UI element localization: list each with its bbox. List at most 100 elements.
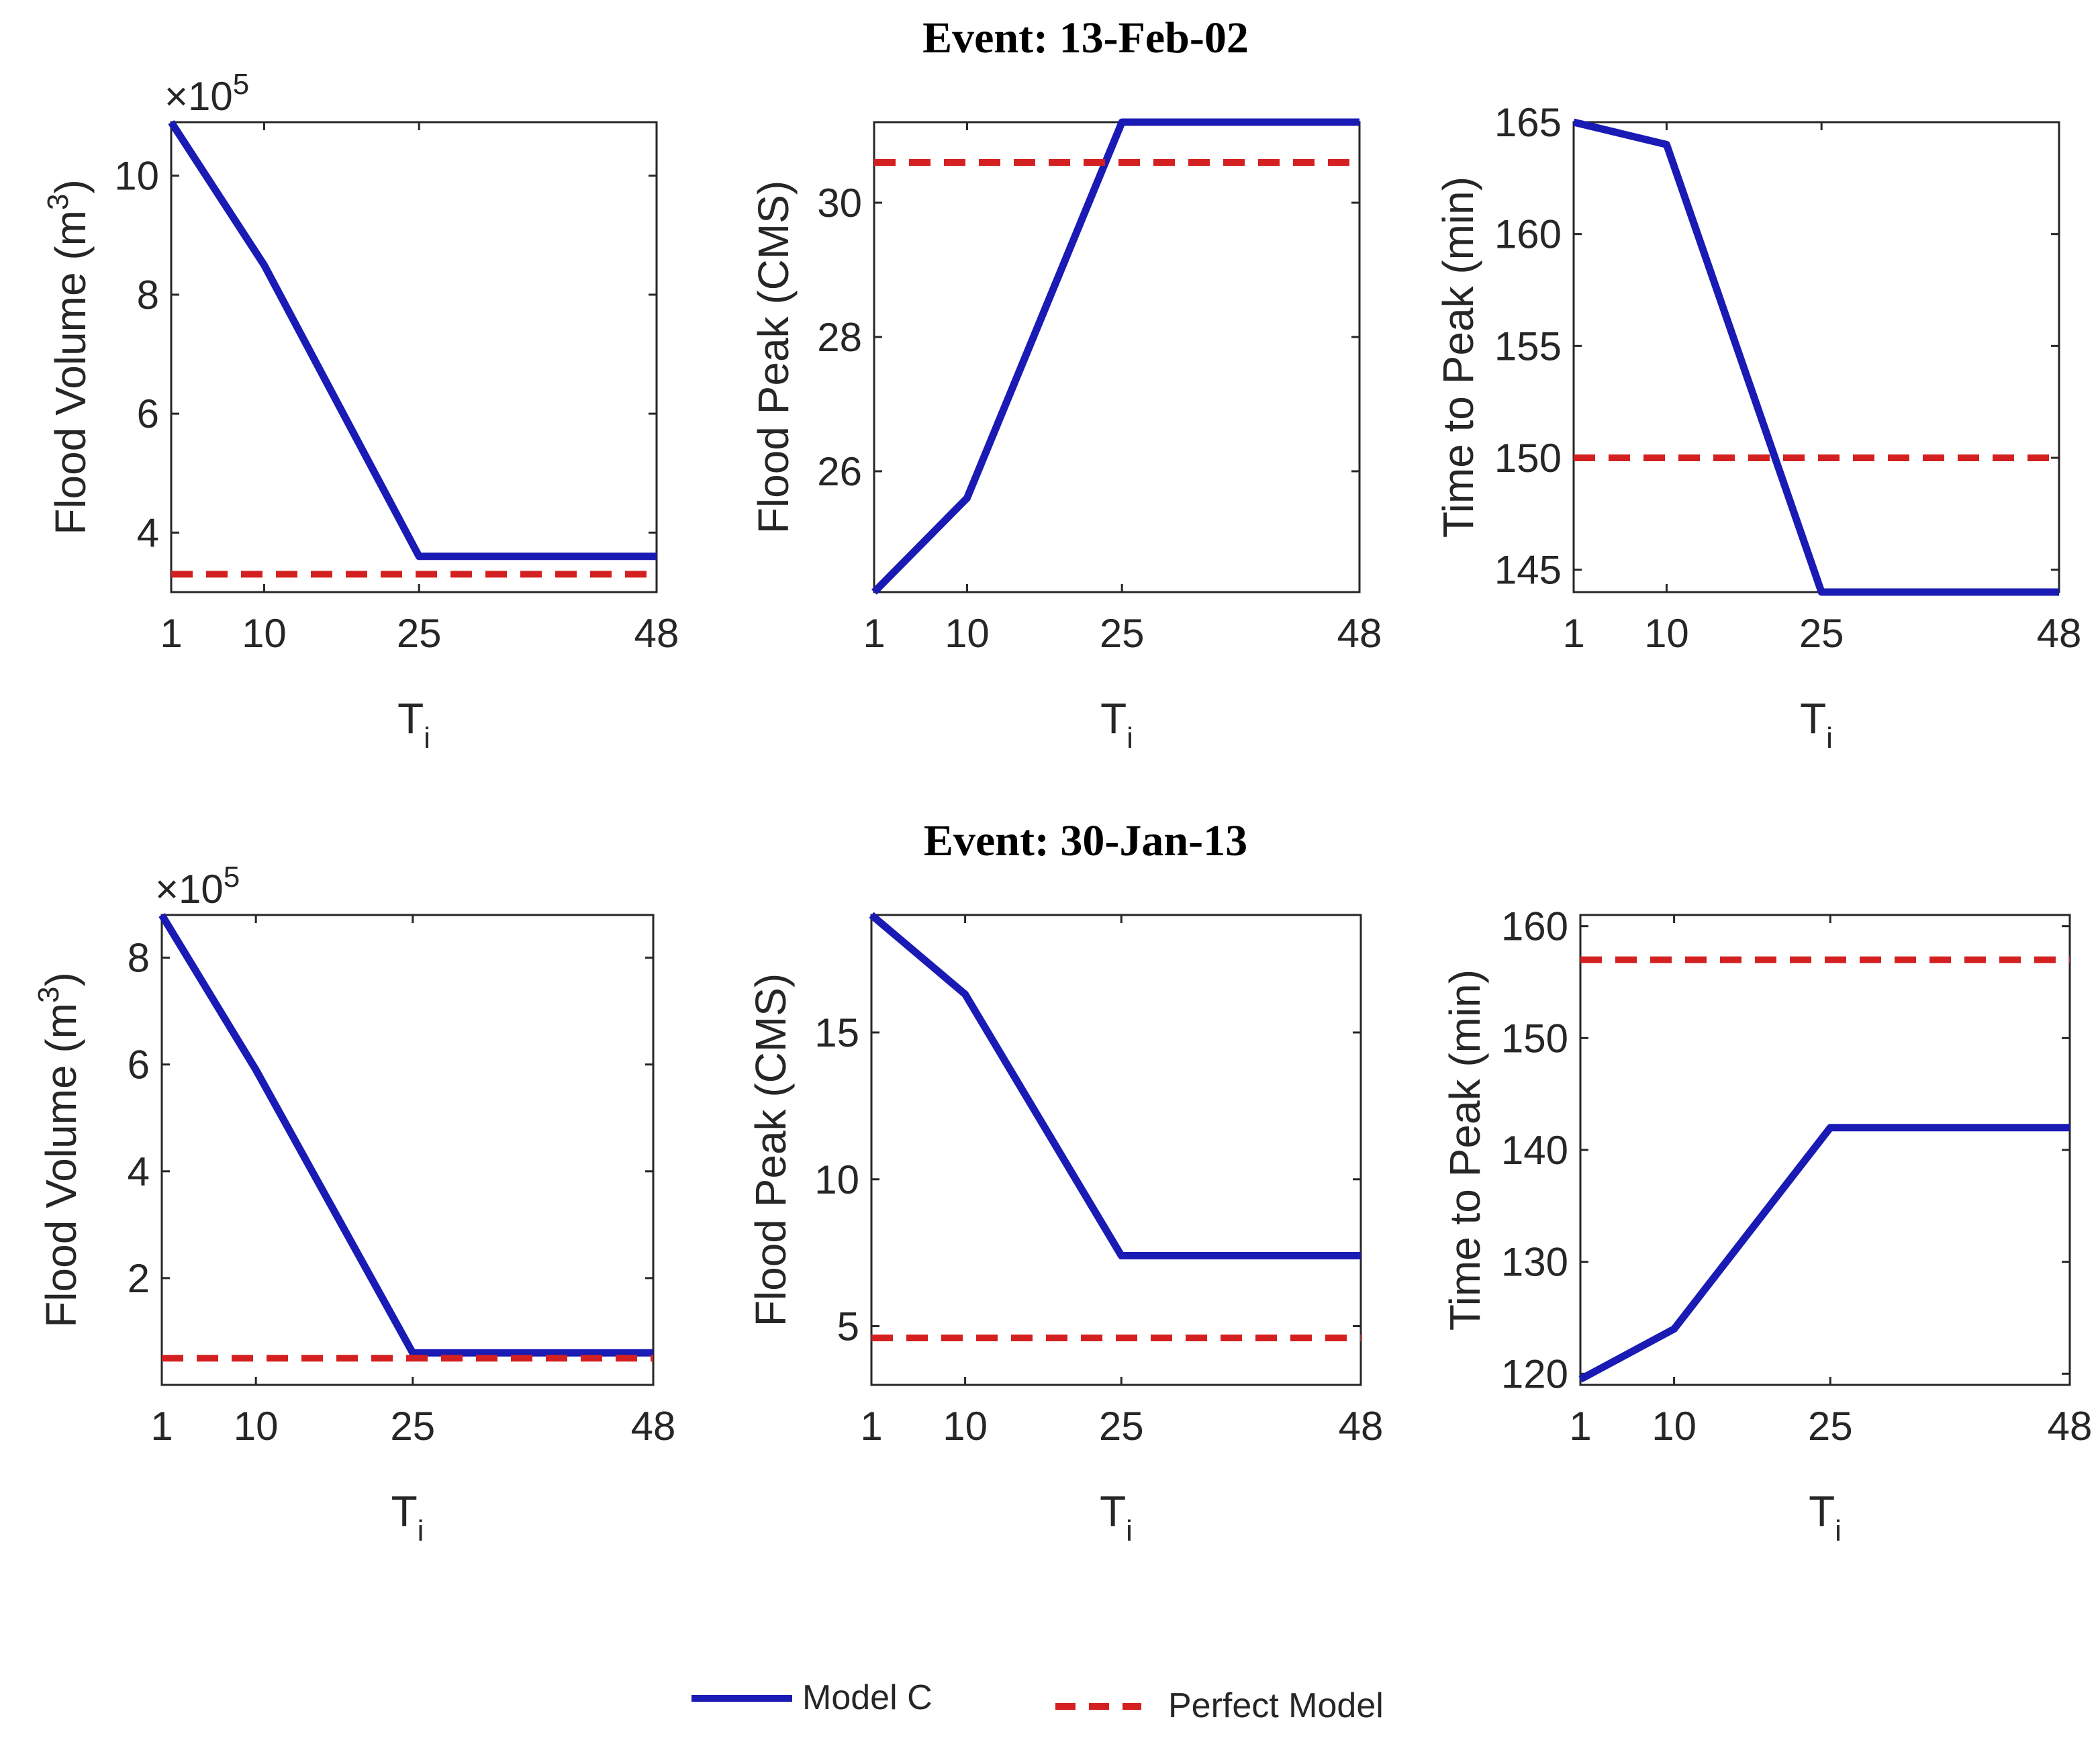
axis-multiplier-base: ×10 — [155, 867, 224, 912]
model-c-series-line — [871, 118, 1359, 595]
plot-frame — [1579, 914, 2071, 1386]
x-tick-label: 48 — [2037, 611, 2082, 656]
x-tick-label: 48 — [1339, 1404, 1384, 1449]
y-tick-label: 10 — [814, 1157, 859, 1202]
x-axis-label-main: T — [1100, 1487, 1126, 1535]
axis-multiplier-exp: 5 — [224, 861, 240, 894]
y-axis-label: Time to Peak (min) — [1434, 177, 1482, 538]
y-tick-label: 5 — [837, 1304, 859, 1349]
model-c-series-line — [158, 913, 653, 1357]
plot-frame — [873, 121, 1361, 593]
y-axis-label-main: Time to Peak (min) — [1441, 969, 1489, 1331]
x-axis-label: Ti — [391, 1487, 424, 1547]
x-tick-label: 1 — [1562, 611, 1584, 656]
chart-panel-2: 1 10 25 48 26 28 30 Ti Flood Peak (CMS) — [749, 118, 1382, 755]
y-axis-label-main: Flood Peak (CMS) — [749, 181, 798, 534]
x-axis-label-sub: i — [418, 1514, 424, 1547]
x-tick-label: 48 — [2048, 1404, 2093, 1449]
x-tick-label: 1 — [863, 611, 885, 656]
y-tick-label: 2 — [128, 1256, 150, 1301]
x-axis-label-main: T — [397, 694, 424, 742]
x-axis-label: Ti — [1100, 694, 1133, 755]
y-axis-label-main: Flood Volume (m — [37, 1003, 85, 1328]
y-tick-label: 120 — [1501, 1351, 1568, 1396]
axis-multiplier: ×105 — [155, 861, 240, 912]
y-axis-label-sup: 3 — [42, 194, 75, 210]
y-tick-label: 140 — [1501, 1128, 1568, 1173]
x-tick-label: 48 — [631, 1404, 676, 1449]
x-tick-label: 10 — [1652, 1404, 1697, 1449]
y-tick-label: 8 — [128, 936, 150, 981]
x-tick-label: 25 — [1808, 1404, 1853, 1449]
x-tick-label: 1 — [860, 1404, 882, 1449]
y-axis-label-main: Time to Peak (min) — [1434, 177, 1482, 538]
x-tick-label: 10 — [242, 611, 287, 656]
x-axis-label-sub: i — [424, 722, 430, 755]
y-axis-label-main: Flood Volume (m — [46, 210, 95, 535]
x-axis-label: Ti — [1800, 694, 1833, 755]
y-axis-label-main: Flood Peak (CMS) — [747, 973, 795, 1326]
x-tick-label: 48 — [634, 611, 679, 656]
y-tick-label: 155 — [1494, 324, 1562, 369]
y-tick-label: 15 — [814, 1010, 859, 1055]
y-tick-label: 28 — [817, 315, 862, 360]
y-tick-label: 6 — [128, 1043, 150, 1088]
plot-frame — [1572, 121, 2060, 593]
y-axis-label: Flood Peak (CMS) — [747, 973, 795, 1326]
x-tick-label: 10 — [945, 611, 990, 656]
chart-panel-1: 1 10 25 48 4 6 8 10 Ti Flood Volume (m3) ×105 — [42, 68, 679, 755]
event-title-1: Event: 13-Feb-02 — [922, 13, 1249, 62]
y-axis-label-sup: 3 — [32, 987, 65, 1003]
plot-frame — [870, 914, 1362, 1386]
legend-perfect-label: Perfect Model — [1168, 1686, 1384, 1725]
x-axis-label-sub: i — [1835, 1514, 1842, 1547]
chart-panel-3: 1 10 25 48 145 150 155 160 165 Ti Time to Peak (mi… — [1434, 100, 2081, 755]
x-axis-label-sub: i — [1127, 722, 1133, 755]
event-title-2: Event: 30-Jan-13 — [924, 816, 1247, 865]
x-tick-label: 1 — [160, 611, 182, 656]
x-tick-label: 25 — [390, 1404, 435, 1449]
y-axis-label-end: ) — [46, 179, 95, 193]
y-tick-label: 4 — [137, 510, 159, 555]
y-axis-label: Flood Volume (m3) — [42, 179, 95, 535]
model-c-series-line — [168, 120, 657, 561]
x-tick-label: 1 — [150, 1404, 173, 1449]
axis-multiplier: ×105 — [164, 68, 249, 119]
y-tick-label: 26 — [817, 449, 862, 494]
y-tick-label: 130 — [1501, 1240, 1568, 1285]
x-tick-label: 10 — [943, 1404, 988, 1449]
x-axis-label: Ti — [1100, 1487, 1133, 1547]
y-axis-label: Time to Peak (min) — [1441, 969, 1489, 1331]
y-axis-label: Flood Volume (m3) — [32, 972, 85, 1328]
x-axis-label-main: T — [1100, 694, 1127, 742]
legend-model-label: Model C — [802, 1678, 933, 1717]
axis-multiplier-exp: 5 — [233, 68, 249, 101]
y-axis-label: Flood Peak (CMS) — [749, 181, 798, 534]
y-tick-label: 8 — [137, 273, 159, 318]
y-axis-label-end: ) — [37, 972, 85, 986]
x-tick-label: 48 — [1337, 611, 1382, 656]
chart-panel-5: 1 10 25 48 5 10 15 Ti Flood Peak (CMS) — [747, 912, 1384, 1547]
y-tick-label: 145 — [1494, 548, 1562, 593]
x-axis-label-sub: i — [1826, 722, 1833, 755]
chart-panel-6: 1 10 25 48 120 130 140 150 160 Ti Time to Peak (mi… — [1441, 904, 2092, 1547]
x-axis-label-sub: i — [1126, 1514, 1133, 1547]
x-tick-label: 25 — [397, 611, 442, 656]
legend: Model C Perfect Model — [691, 1678, 1384, 1725]
y-tick-label: 160 — [1501, 904, 1568, 949]
x-tick-label: 10 — [1644, 611, 1689, 656]
x-tick-label: 25 — [1099, 1404, 1144, 1449]
model-c-series-line — [869, 912, 1361, 1259]
y-tick-label: 6 — [137, 391, 159, 436]
model-c-series-line — [1578, 1124, 2070, 1383]
y-tick-label: 165 — [1494, 100, 1562, 145]
x-tick-label: 25 — [1799, 611, 1844, 656]
x-tick-label: 10 — [234, 1404, 279, 1449]
x-axis-label-main: T — [1809, 1487, 1835, 1535]
y-tick-label: 150 — [1494, 436, 1562, 481]
plot-frame — [170, 121, 658, 593]
chart-panel-4: 1 10 25 48 2 4 6 8 Ti Flood Volume (m3) ×105 — [32, 861, 675, 1547]
x-tick-label: 25 — [1100, 611, 1145, 656]
